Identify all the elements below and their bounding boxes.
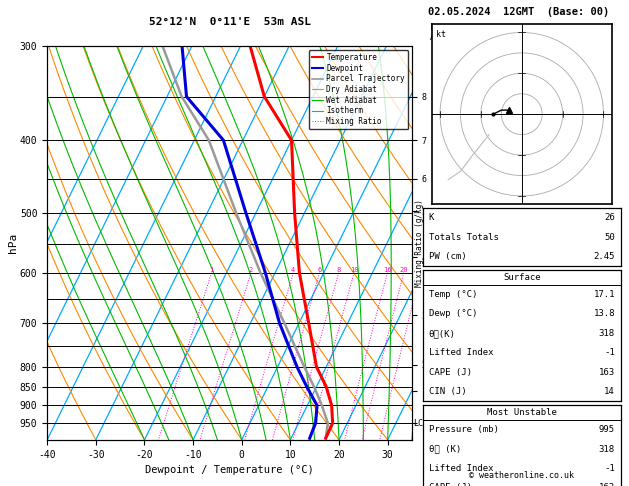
X-axis label: Dewpoint / Temperature (°C): Dewpoint / Temperature (°C) — [145, 465, 314, 475]
Text: Pressure (mb): Pressure (mb) — [428, 425, 499, 434]
Text: θᴄ(K): θᴄ(K) — [428, 329, 455, 338]
Text: Lifted Index: Lifted Index — [428, 348, 493, 357]
Text: 2: 2 — [249, 267, 253, 273]
Text: 26: 26 — [604, 213, 615, 222]
Text: 10: 10 — [350, 267, 359, 273]
Text: -1: -1 — [604, 348, 615, 357]
Text: LCL: LCL — [413, 418, 428, 428]
Text: 4: 4 — [291, 267, 296, 273]
Text: Most Unstable: Most Unstable — [487, 408, 557, 417]
Text: 2.45: 2.45 — [593, 252, 615, 261]
Text: 50: 50 — [604, 233, 615, 242]
Text: Totals Totals: Totals Totals — [428, 233, 499, 242]
Text: K: K — [428, 213, 434, 222]
Text: θᴄ (K): θᴄ (K) — [428, 445, 461, 453]
Text: 318: 318 — [599, 445, 615, 453]
Text: 20: 20 — [399, 267, 408, 273]
Text: Dewp (°C): Dewp (°C) — [428, 310, 477, 318]
Text: CIN (J): CIN (J) — [428, 387, 466, 396]
Legend: Temperature, Dewpoint, Parcel Trajectory, Dry Adiabat, Wet Adiabat, Isotherm, Mi: Temperature, Dewpoint, Parcel Trajectory… — [309, 50, 408, 129]
Text: 995: 995 — [599, 425, 615, 434]
Text: 318: 318 — [599, 329, 615, 338]
Y-axis label: km
ASL: km ASL — [430, 23, 445, 42]
Text: 02.05.2024  12GMT  (Base: 00): 02.05.2024 12GMT (Base: 00) — [428, 7, 610, 17]
Text: © weatheronline.co.uk: © weatheronline.co.uk — [469, 471, 574, 480]
Text: Lifted Index: Lifted Index — [428, 464, 493, 473]
Text: Surface: Surface — [503, 273, 540, 282]
Text: kt: kt — [436, 31, 446, 39]
Text: 6: 6 — [318, 267, 321, 273]
Text: 13.8: 13.8 — [593, 310, 615, 318]
Text: Temp (°C): Temp (°C) — [428, 290, 477, 299]
Text: CAPE (J): CAPE (J) — [428, 368, 472, 377]
Text: 163: 163 — [599, 484, 615, 486]
Text: -1: -1 — [604, 464, 615, 473]
Text: Mixing Ratio (g/kg): Mixing Ratio (g/kg) — [415, 199, 424, 287]
Text: PW (cm): PW (cm) — [428, 252, 466, 261]
Text: CAPE (J): CAPE (J) — [428, 484, 472, 486]
Y-axis label: hPa: hPa — [8, 233, 18, 253]
Text: 8: 8 — [337, 267, 341, 273]
Text: 14: 14 — [604, 387, 615, 396]
Text: 17.1: 17.1 — [593, 290, 615, 299]
Text: 52°12'N  0°11'E  53m ASL: 52°12'N 0°11'E 53m ASL — [148, 17, 311, 27]
Text: 16: 16 — [383, 267, 392, 273]
Text: 1: 1 — [209, 267, 214, 273]
Text: 163: 163 — [599, 368, 615, 377]
